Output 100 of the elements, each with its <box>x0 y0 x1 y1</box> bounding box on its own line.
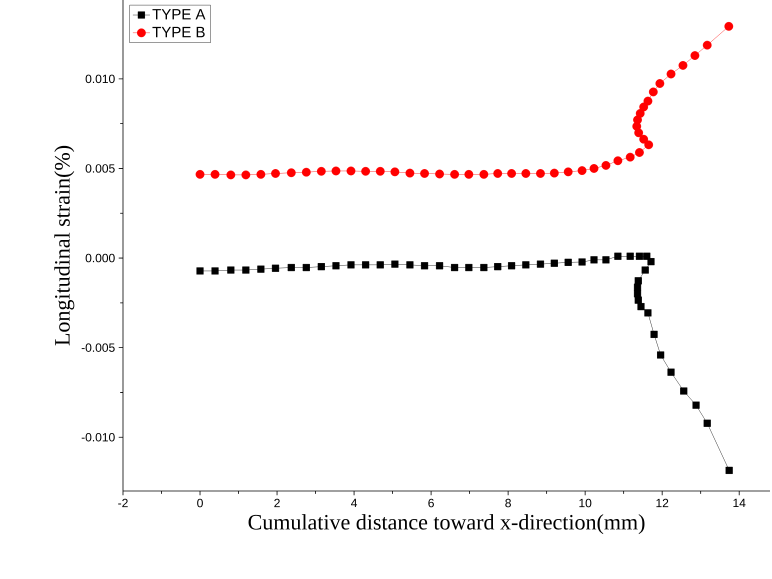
point <box>362 261 370 268</box>
point <box>196 170 204 179</box>
point <box>644 96 652 106</box>
y-tick-label: -0.005 <box>82 343 115 352</box>
point <box>680 387 688 395</box>
point <box>590 256 598 264</box>
point <box>639 134 648 144</box>
point <box>536 169 545 178</box>
point <box>602 256 610 264</box>
point <box>241 170 250 180</box>
point <box>657 351 664 359</box>
point <box>332 262 340 270</box>
point <box>347 261 355 268</box>
x-tick-label: 12 <box>656 498 668 508</box>
point <box>644 140 654 150</box>
point <box>450 170 459 179</box>
point <box>256 170 266 179</box>
point <box>564 167 573 176</box>
point <box>406 261 414 268</box>
point <box>435 170 444 178</box>
point <box>692 402 700 409</box>
point <box>450 264 458 272</box>
point <box>507 169 516 178</box>
x-tick-label: 14 <box>733 498 746 508</box>
point <box>227 266 234 274</box>
y-tick-label: 0.000 <box>86 254 115 262</box>
point <box>655 79 664 88</box>
point <box>613 156 622 166</box>
x-tick-label: 0 <box>197 498 203 508</box>
point <box>508 262 516 270</box>
x-tick-label: 8 <box>505 498 511 508</box>
point <box>242 266 250 274</box>
point <box>302 264 310 272</box>
point <box>406 168 414 178</box>
point <box>642 266 649 274</box>
point <box>436 262 444 270</box>
point <box>196 267 204 275</box>
point <box>522 261 530 268</box>
point <box>550 260 558 267</box>
point <box>578 258 586 266</box>
point <box>590 164 598 173</box>
point <box>346 166 356 176</box>
point <box>636 109 645 118</box>
point <box>494 263 502 270</box>
point <box>724 22 734 31</box>
point <box>667 368 675 376</box>
point <box>643 252 650 260</box>
point <box>288 264 295 272</box>
point <box>210 170 220 179</box>
point <box>391 260 398 268</box>
point <box>465 264 472 272</box>
point <box>318 263 325 270</box>
point <box>302 168 311 177</box>
point <box>704 420 711 427</box>
x-tick-label: 6 <box>428 498 434 508</box>
point <box>564 258 572 266</box>
point <box>626 152 635 162</box>
point <box>614 252 622 260</box>
point <box>271 169 280 178</box>
point <box>636 252 644 260</box>
point <box>634 296 642 304</box>
point <box>493 169 502 178</box>
y-tick-label: 0.005 <box>86 164 115 173</box>
point <box>226 170 236 180</box>
point <box>644 309 652 316</box>
point <box>626 252 634 260</box>
point <box>332 166 340 176</box>
point <box>634 277 642 284</box>
point <box>480 264 488 272</box>
point <box>647 258 655 266</box>
y-axis-title: Longitudinal strain(%) <box>54 146 74 346</box>
point <box>690 51 700 60</box>
point <box>726 466 733 474</box>
x-tick-label: 10 <box>579 498 592 508</box>
x-tick-label: 2 <box>274 498 280 508</box>
point <box>639 102 648 112</box>
point <box>211 267 219 275</box>
point <box>420 169 429 178</box>
point <box>650 330 658 338</box>
point <box>648 88 658 96</box>
y-tick-label: 0.010 <box>86 74 115 84</box>
point <box>521 169 530 178</box>
point <box>635 148 644 157</box>
point <box>316 166 326 176</box>
point <box>702 40 712 50</box>
point <box>479 170 488 179</box>
point <box>361 166 370 176</box>
point <box>550 168 559 178</box>
point <box>602 161 610 170</box>
point <box>536 260 544 268</box>
point <box>390 167 400 176</box>
point <box>257 266 264 273</box>
point <box>420 262 428 270</box>
point <box>637 303 645 310</box>
point <box>376 166 385 176</box>
point <box>666 70 676 78</box>
point <box>376 261 384 268</box>
legend-label: TYPE B <box>152 26 205 38</box>
point <box>578 166 586 175</box>
point <box>464 170 474 179</box>
